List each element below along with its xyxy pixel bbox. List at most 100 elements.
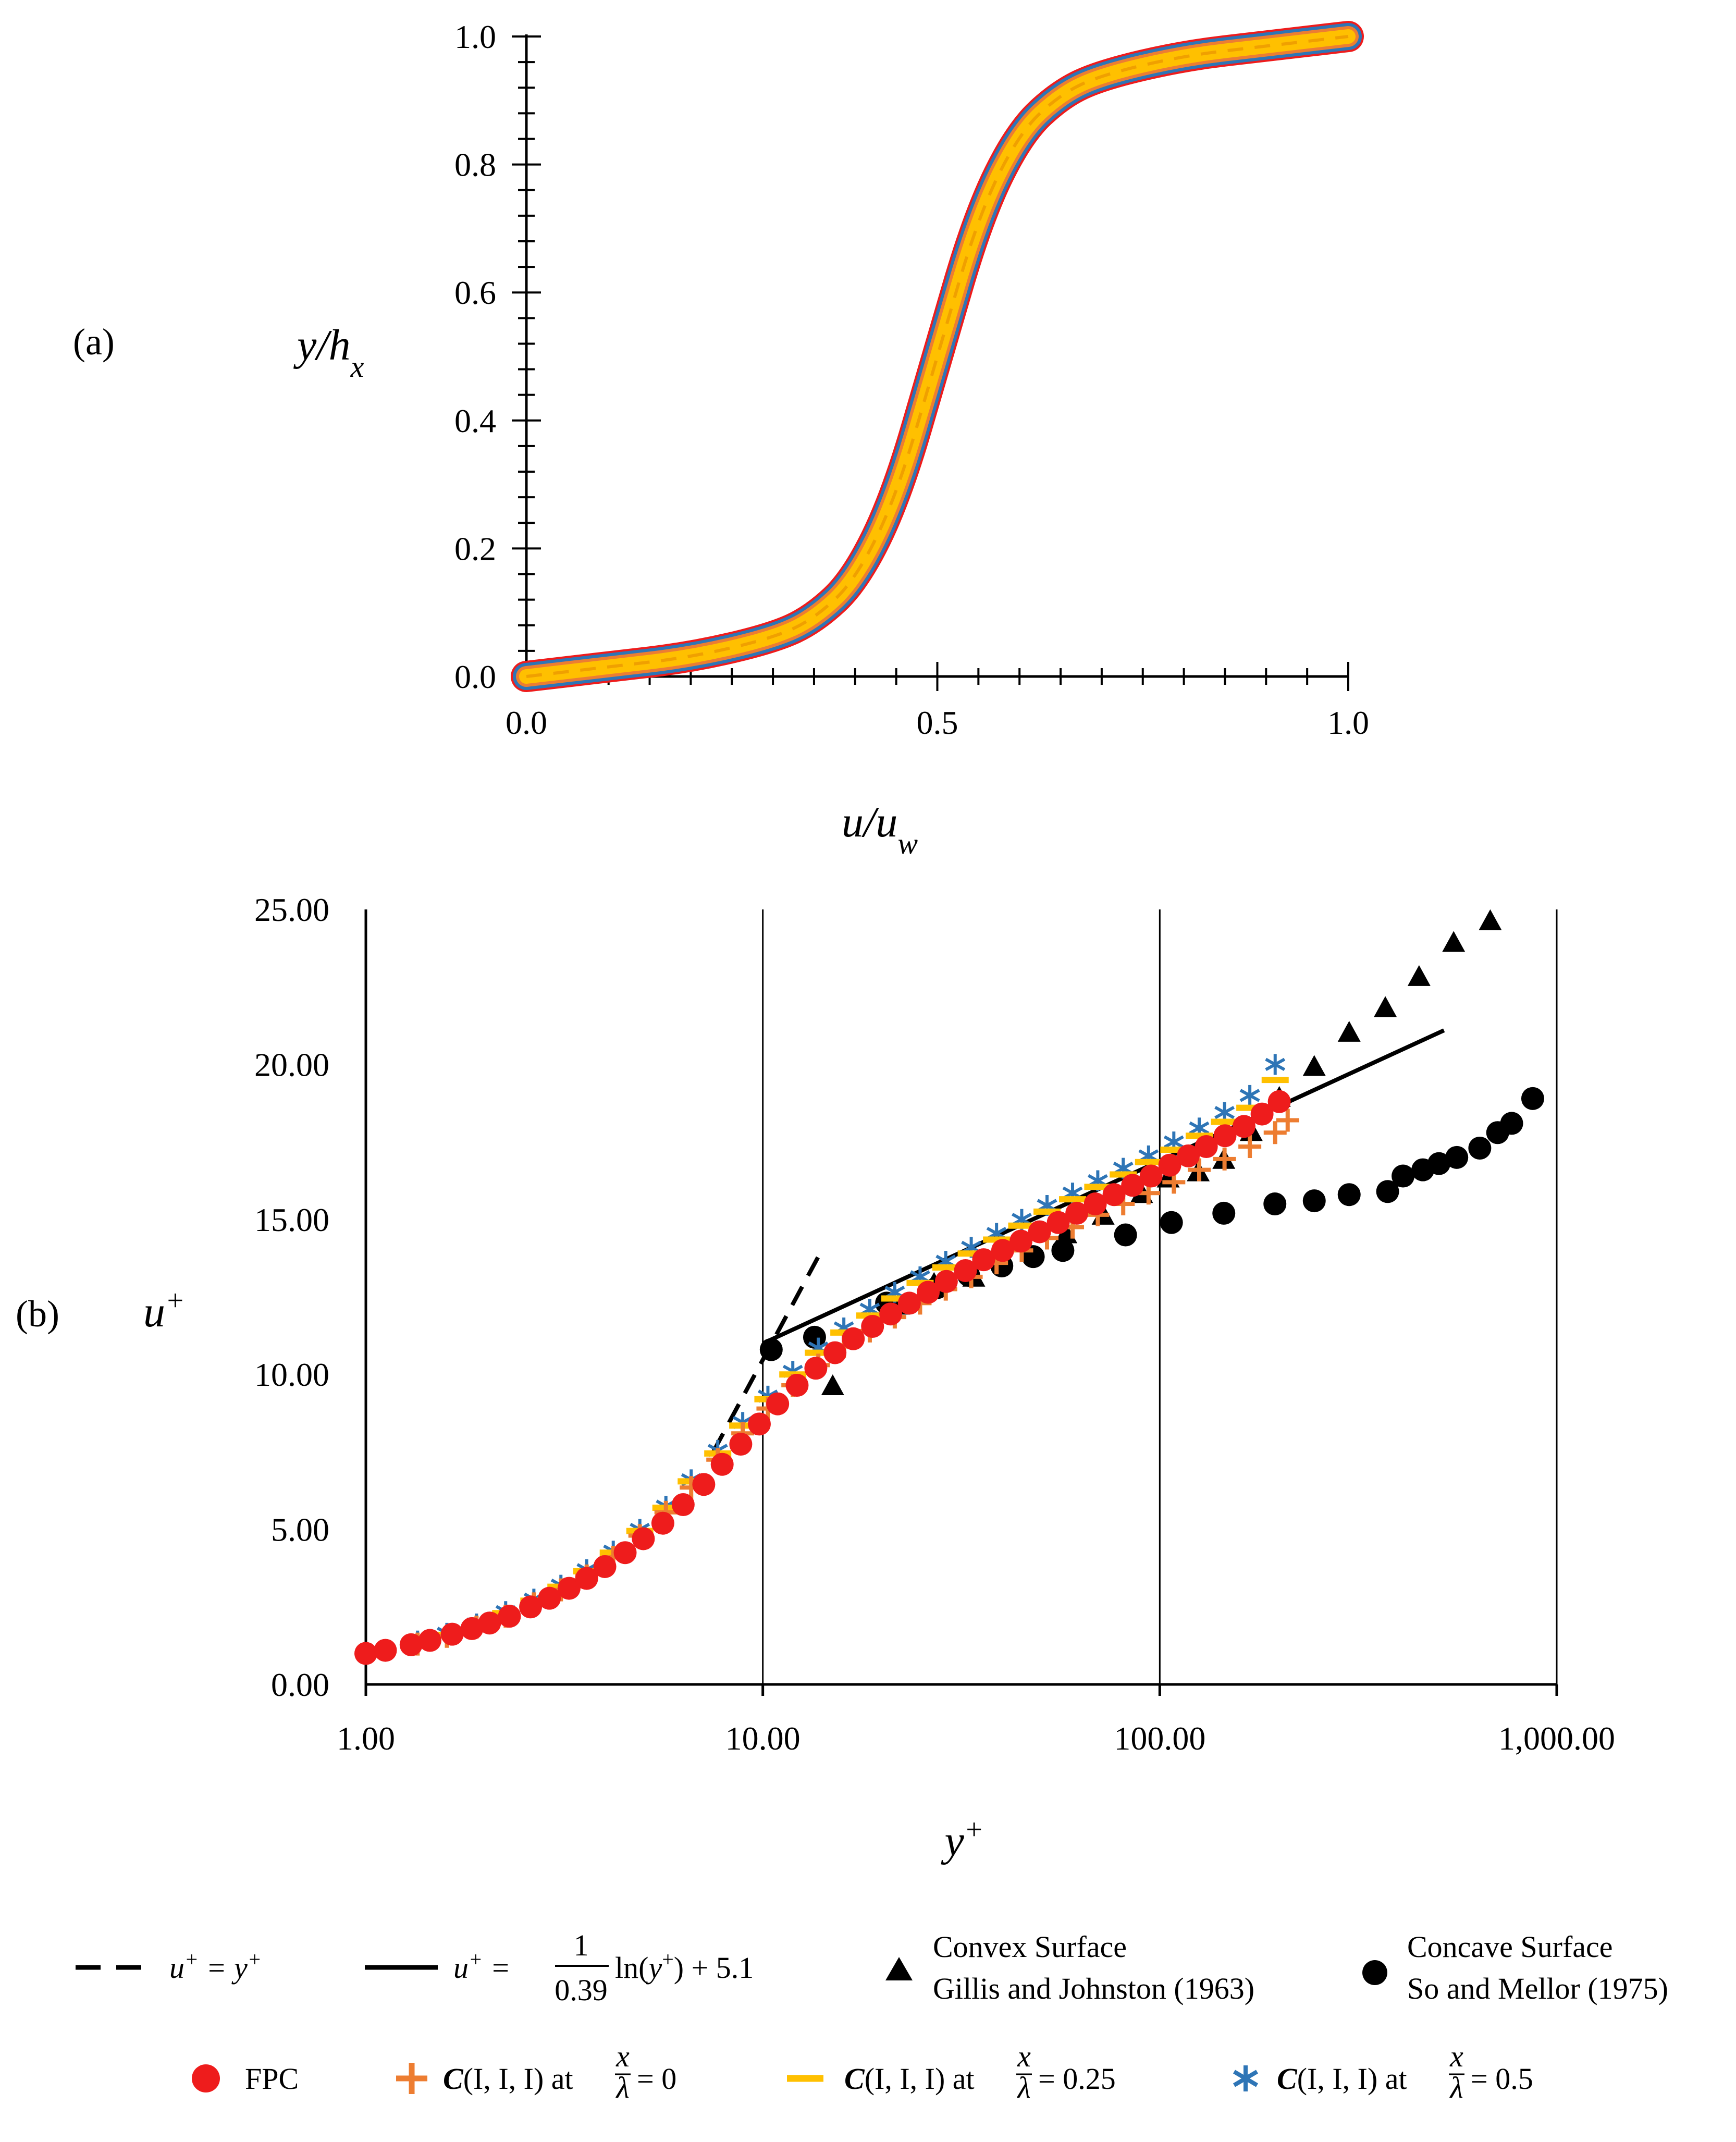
panel-b-point-fpc-shape — [972, 1248, 995, 1272]
panel-b-point-fpc-shape — [374, 1639, 397, 1662]
legend-triangle-marker — [885, 1957, 913, 1980]
panel-b-point-fpc — [879, 1302, 903, 1326]
panel-b: (b) u+ y+ 0.00 5.00 10.00 15.00 20.00 25.00 1… — [16, 891, 1615, 1865]
panel-a-label: (a) — [73, 321, 115, 363]
panel-b-point-convex-shape — [821, 1374, 844, 1395]
panel-b-point-fpc — [897, 1291, 921, 1315]
legend-c025-frac-num: x — [1017, 2039, 1031, 2073]
legend-black-circle-marker — [1362, 1960, 1387, 1985]
panel-b-point-fpc — [519, 1595, 543, 1619]
panel-b-point-fpc-shape — [354, 1642, 377, 1665]
panel-b-point-fpc — [418, 1629, 441, 1652]
panel-b-point-fpc — [917, 1281, 940, 1304]
legend-c05-label: C(I, I, I) at — [1277, 2062, 1407, 2096]
panel-a-series-centerline — [526, 35, 1349, 678]
panel-b-point-fpc-shape — [954, 1259, 977, 1282]
panel-b-axes — [364, 909, 1558, 1696]
panel-b-point-fpc-shape — [671, 1493, 695, 1517]
panel-b-point-concave-shape — [1160, 1211, 1183, 1234]
panel-b-label: (b) — [16, 1293, 59, 1335]
legend-item-concave: Concave Surface So and Mellor (1975) — [1362, 1930, 1668, 2005]
panel-b-point-fpc — [557, 1577, 581, 1600]
panel-b-point-convex — [1337, 1020, 1361, 1042]
panel-b-x-tick-label: 1.00 — [337, 1720, 395, 1757]
panel-b-point-fpc — [1267, 1090, 1291, 1113]
panel-b-point-fpc — [460, 1617, 484, 1640]
panel-b-point-convex — [1407, 965, 1431, 986]
panel-b-point-concave — [1392, 1164, 1415, 1188]
panel-b-point-fpc — [1177, 1144, 1200, 1167]
panel-b-point-fpc-shape — [823, 1341, 847, 1364]
panel-b-point-concave-shape — [1114, 1223, 1137, 1247]
panel-a-y-tick-label: 0.6 — [454, 274, 496, 311]
panel-b-point-fpc-shape — [879, 1302, 903, 1326]
panel-b-point-concave-shape — [1337, 1183, 1361, 1207]
panel-b-point-fpc — [785, 1374, 809, 1397]
panel-b-point-concave-shape — [803, 1325, 826, 1349]
panel-b-point-fpc-shape — [651, 1511, 674, 1535]
panel-b-point-fpc — [632, 1527, 655, 1550]
panel-b-point-fpc-shape — [934, 1270, 958, 1293]
panel-b-point-fpc — [972, 1248, 995, 1272]
legend-c025-label: C(I, I, I) at — [844, 2062, 975, 2096]
legend-loglaw-numerator: 1 — [574, 1928, 589, 1962]
panel-b-y-tick-label: 10.00 — [254, 1356, 329, 1393]
panel-b-point-fpc — [354, 1642, 377, 1665]
panel-b-point-fpc-shape — [897, 1291, 921, 1315]
panel-b-point-concave-shape — [1263, 1192, 1287, 1216]
panel-b-point-fpc — [613, 1541, 637, 1565]
panel-b-point-c-0 — [1263, 1121, 1287, 1144]
legend-item-fpc: FPC — [192, 2062, 299, 2096]
panel-b-point-convex — [821, 1374, 844, 1395]
panel-b-point-convex — [1374, 996, 1397, 1017]
legend-concave-line2: So and Mellor (1975) — [1407, 1972, 1668, 2005]
panel-b-point-fpc — [1250, 1102, 1274, 1126]
panel-b-point-fpc-shape — [1046, 1211, 1070, 1234]
panel-b-point-concave-shape — [1468, 1136, 1492, 1160]
panel-b-point-fpc-shape — [613, 1541, 637, 1565]
panel-b-point-fpc — [710, 1452, 734, 1476]
panel-b-y-tick-label: 25.00 — [254, 891, 329, 928]
panel-b-point-fpc — [1084, 1192, 1107, 1216]
panel-b-point-convex-shape — [1374, 996, 1397, 1017]
panel-b-point-fpc-shape — [1102, 1183, 1126, 1207]
panel-b-x-tick-label: 10.00 — [725, 1720, 801, 1757]
panel-b-point-concave — [1445, 1146, 1469, 1169]
panel-b-point-fpc-shape — [478, 1611, 501, 1635]
panel-b-point-concave — [803, 1325, 826, 1349]
panel-b-point-fpc-shape — [804, 1357, 828, 1380]
panel-b-point-fpc-shape — [842, 1327, 865, 1350]
panel-b-x-axis-label: y+ — [940, 1814, 983, 1865]
panel-b-point-c-0 — [1187, 1158, 1211, 1181]
legend-loglaw-prefix: u+ = — [453, 1948, 511, 1985]
panel-b-point-concave — [1376, 1180, 1399, 1203]
panel-b-point-concave-shape — [1212, 1201, 1236, 1225]
panel-b-point-c-0.5-shape — [1265, 1054, 1286, 1075]
panel-b-point-fpc — [804, 1357, 828, 1380]
panel-b-point-fpc — [498, 1605, 521, 1628]
panel-b-point-concave-shape — [1445, 1146, 1469, 1169]
panel-b-point-fpc-shape — [1084, 1192, 1107, 1216]
panel-b-point-fpc — [1158, 1153, 1181, 1177]
panel-b-point-c-0.5 — [1265, 1054, 1286, 1075]
panel-b-point-fpc-shape — [1267, 1090, 1291, 1113]
panel-b-point-fpc — [1028, 1220, 1051, 1244]
panel-b-point-fpc — [671, 1493, 695, 1517]
panel-a-y-tick-label: 0.0 — [454, 658, 496, 695]
panel-a-axes — [512, 34, 1349, 691]
panel-b-point-fpc-shape — [418, 1629, 441, 1652]
legend-c025-value: = 0.25 — [1038, 2062, 1116, 2096]
panel-b-point-convex — [1479, 909, 1502, 930]
panel-b-point-fpc — [934, 1270, 958, 1293]
panel-b-point-fpc-shape — [632, 1527, 655, 1550]
panel-b-point-concave — [1212, 1201, 1236, 1225]
panel-b-point-concave-shape — [1427, 1152, 1451, 1175]
panel-b-point-convex-shape — [1337, 1020, 1361, 1042]
panel-b-point-fpc-shape — [766, 1392, 790, 1415]
panel-b-point-fpc — [1195, 1135, 1218, 1159]
panel-a-x-tick-label: 1.0 — [1327, 704, 1369, 741]
panel-b-point-c-0 — [1238, 1135, 1262, 1159]
panel-b-point-concave-shape — [759, 1338, 783, 1361]
legend-orange-plus-marker — [396, 2063, 427, 2094]
